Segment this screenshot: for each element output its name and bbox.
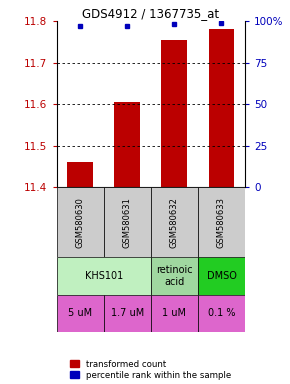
Bar xyxy=(151,187,198,257)
Bar xyxy=(162,40,187,187)
Text: 0.1 %: 0.1 % xyxy=(208,308,235,318)
Bar xyxy=(198,295,245,332)
Bar xyxy=(57,187,104,257)
Text: DMSO: DMSO xyxy=(206,271,236,281)
Text: GSM580633: GSM580633 xyxy=(217,197,226,248)
Bar xyxy=(209,30,234,187)
Text: 1.7 uM: 1.7 uM xyxy=(110,308,144,318)
Bar xyxy=(198,187,245,257)
Text: GSM580632: GSM580632 xyxy=(170,197,179,248)
Title: GDS4912 / 1367735_at: GDS4912 / 1367735_at xyxy=(82,7,219,20)
Bar xyxy=(198,257,245,295)
Bar xyxy=(151,295,198,332)
Text: GSM580631: GSM580631 xyxy=(123,197,132,248)
Text: GSM580630: GSM580630 xyxy=(76,197,85,248)
Text: 1 uM: 1 uM xyxy=(162,308,186,318)
Bar xyxy=(104,187,151,257)
Legend: transformed count, percentile rank within the sample: transformed count, percentile rank withi… xyxy=(70,359,231,380)
Text: retinoic
acid: retinoic acid xyxy=(156,265,193,287)
Text: 5 uM: 5 uM xyxy=(68,308,92,318)
Bar xyxy=(57,257,151,295)
Bar xyxy=(151,257,198,295)
Bar xyxy=(104,295,151,332)
Text: KHS101: KHS101 xyxy=(85,271,123,281)
Bar xyxy=(57,295,104,332)
Bar xyxy=(67,162,93,187)
Bar xyxy=(114,102,140,187)
